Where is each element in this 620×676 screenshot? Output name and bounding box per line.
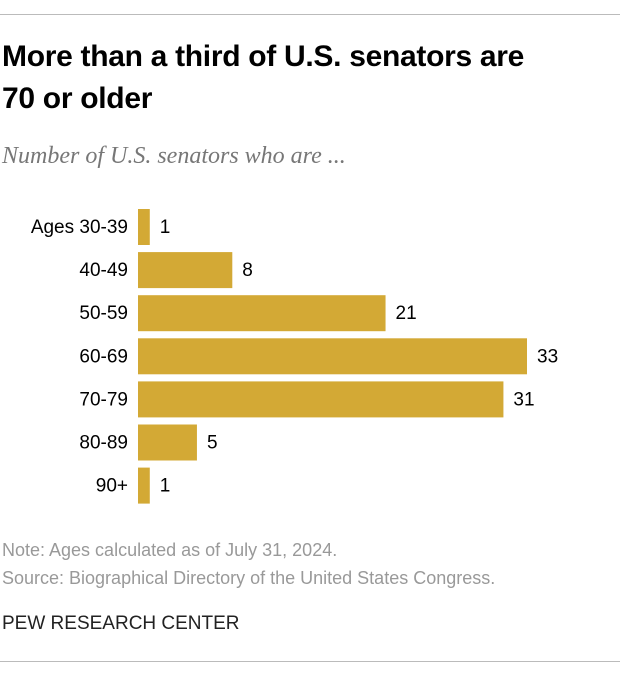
value-label: 1 — [160, 476, 171, 497]
bar — [138, 252, 233, 289]
value-label: 5 — [207, 433, 218, 454]
bar — [138, 424, 197, 461]
value-label: 31 — [513, 389, 534, 410]
chart-subtitle: Number of U.S. senators who are ... — [2, 143, 346, 169]
category-label: Ages 30-39 — [31, 217, 128, 238]
category-label: 70-79 — [79, 389, 128, 410]
bar — [138, 209, 150, 245]
bar — [138, 467, 150, 504]
category-label: 80-89 — [79, 433, 128, 454]
top-rule — [0, 14, 620, 15]
bar — [138, 381, 504, 418]
value-label: 33 — [537, 346, 558, 367]
source: Source: Biographical Directory of the Un… — [2, 568, 496, 588]
chart-title: More than a third of U.S. senators are 7… — [2, 40, 525, 115]
category-label: 60-69 — [79, 346, 128, 367]
category-label: 40-49 — [79, 260, 128, 281]
category-label: 90+ — [96, 476, 128, 497]
value-label: 8 — [242, 260, 253, 281]
note: Note: Ages calculated as of July 31, 202… — [2, 540, 338, 560]
value-label: 1 — [160, 217, 171, 238]
bar — [138, 338, 527, 375]
bottom-rule — [0, 661, 620, 662]
credit: PEW RESEARCH CENTER — [2, 613, 240, 634]
bar — [138, 295, 386, 332]
category-label: 50-59 — [79, 303, 128, 324]
chart: Ages 30-39 1 40-49 8 50-59 21 60-69 33 70-79 31 80… — [31, 209, 558, 504]
value-label: 21 — [396, 303, 417, 324]
